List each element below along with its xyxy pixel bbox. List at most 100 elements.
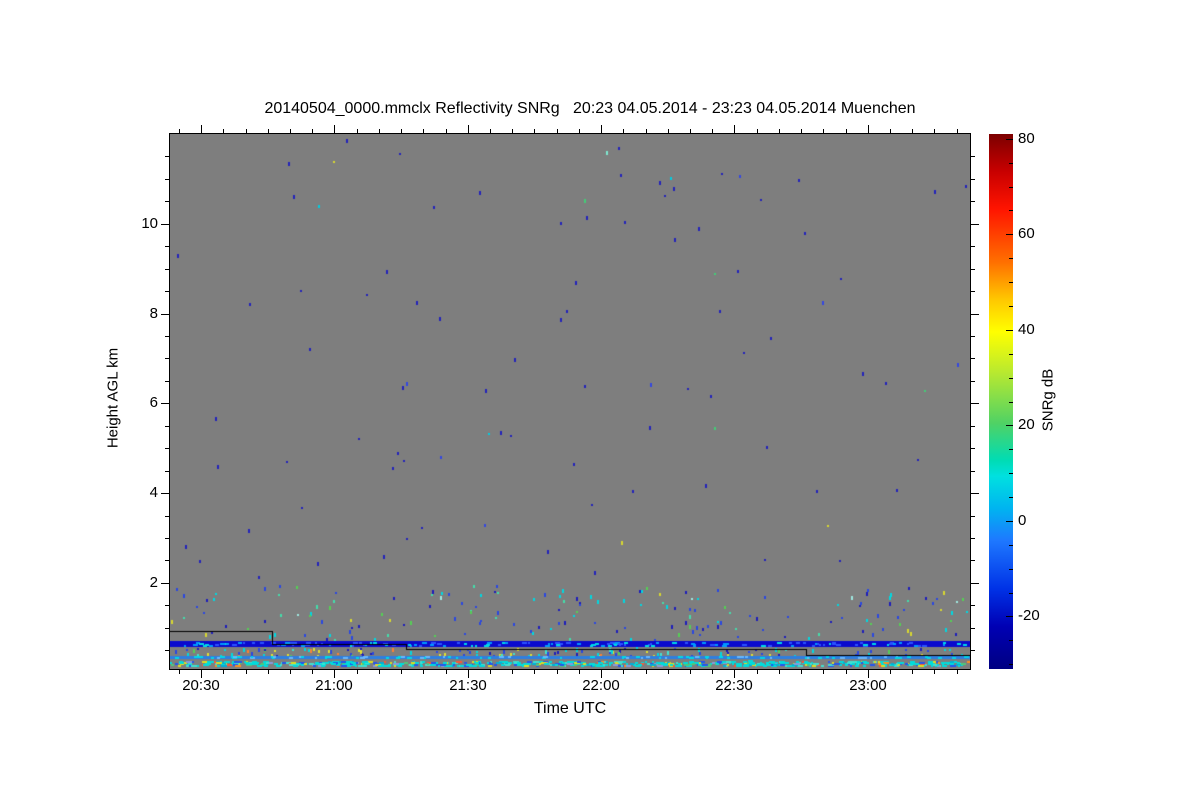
colorbar-major-tick <box>1006 425 1013 426</box>
y-minor-tick-right <box>971 201 975 202</box>
x-minor-tick <box>801 670 802 674</box>
plot-frame <box>169 133 971 670</box>
x-minor-tick-top <box>801 129 802 133</box>
y-minor-tick-right <box>971 156 975 157</box>
x-major-tick-top <box>334 125 335 133</box>
x-tick-label: 22:30 <box>715 677 753 694</box>
x-minor-tick-top <box>534 129 535 133</box>
y-minor-tick <box>165 448 169 449</box>
x-tick-label: 21:00 <box>315 677 353 694</box>
y-tick-label: 10 <box>141 215 158 232</box>
colorbar-minor-tick <box>1009 640 1013 641</box>
x-tick-label: 22:00 <box>582 677 620 694</box>
y-minor-tick <box>165 246 169 247</box>
y-minor-tick <box>165 560 169 561</box>
y-minor-tick <box>165 471 169 472</box>
x-minor-tick <box>579 670 580 674</box>
x-minor-tick <box>846 670 847 674</box>
x-minor-tick <box>379 670 380 674</box>
colorbar-minor-tick <box>1009 545 1013 546</box>
colorbar-minor-tick <box>1009 354 1013 355</box>
colorbar-minor-tick <box>1009 473 1013 474</box>
x-major-tick <box>868 670 869 678</box>
y-minor-tick-right <box>971 381 975 382</box>
x-minor-tick <box>512 670 513 674</box>
y-minor-tick <box>165 381 169 382</box>
x-minor-tick <box>246 670 247 674</box>
x-minor-tick-top <box>268 129 269 133</box>
y-major-tick-right <box>971 493 979 494</box>
x-major-tick-top <box>868 125 869 133</box>
x-minor-tick-top <box>957 129 958 133</box>
colorbar-minor-tick <box>1009 306 1013 307</box>
x-minor-tick <box>757 670 758 674</box>
y-minor-tick-right <box>971 246 975 247</box>
colorbar-minor-tick <box>1009 282 1013 283</box>
y-minor-tick-right <box>971 560 975 561</box>
x-minor-tick-top <box>934 129 935 133</box>
colorbar-major-tick <box>1006 234 1013 235</box>
x-major-tick-top <box>734 125 735 133</box>
x-minor-tick <box>779 670 780 674</box>
x-minor-tick <box>690 670 691 674</box>
x-minor-tick-top <box>668 129 669 133</box>
y-major-tick-right <box>971 314 979 315</box>
y-minor-tick-right <box>971 516 975 517</box>
x-minor-tick-top <box>579 129 580 133</box>
x-minor-tick-top <box>557 129 558 133</box>
y-minor-tick <box>165 201 169 202</box>
y-minor-tick-right <box>971 471 975 472</box>
y-minor-tick-right <box>971 628 975 629</box>
y-major-tick <box>161 224 169 225</box>
x-tick-label: 20:30 <box>182 677 220 694</box>
x-minor-tick <box>912 670 913 674</box>
y-minor-tick <box>165 628 169 629</box>
y-minor-tick <box>165 650 169 651</box>
x-minor-tick-top <box>357 129 358 133</box>
plot-area-canvas <box>170 134 970 669</box>
y-minor-tick <box>165 336 169 337</box>
y-minor-tick-right <box>971 291 975 292</box>
x-major-tick-top <box>201 125 202 133</box>
plot-title: 20140504_0000.mmclx Reflectivity SNRg 20… <box>264 100 916 117</box>
y-minor-tick <box>165 426 169 427</box>
colorbar-label: SNRg dB <box>1039 368 1057 432</box>
x-minor-tick <box>823 670 824 674</box>
x-minor-tick <box>957 670 958 674</box>
x-minor-tick <box>423 670 424 674</box>
colorbar-tick-label: 40 <box>1018 321 1035 338</box>
x-minor-tick-top <box>179 129 180 133</box>
x-minor-tick <box>934 670 935 674</box>
colorbar-tick-label: -20 <box>1018 607 1040 624</box>
x-minor-tick <box>668 670 669 674</box>
x-major-tick-top <box>601 125 602 133</box>
colorbar-minor-tick <box>1009 402 1013 403</box>
x-minor-tick-top <box>846 129 847 133</box>
colorbar-major-tick <box>1006 139 1013 140</box>
x-minor-tick <box>312 670 313 674</box>
x-minor-tick-top <box>246 129 247 133</box>
x-minor-tick <box>401 670 402 674</box>
y-minor-tick <box>165 291 169 292</box>
x-major-tick <box>334 670 335 678</box>
y-major-tick <box>161 314 169 315</box>
x-minor-tick-top <box>690 129 691 133</box>
y-minor-tick-right <box>971 426 975 427</box>
x-minor-tick <box>623 670 624 674</box>
y-minor-tick <box>165 269 169 270</box>
x-minor-tick-top <box>290 129 291 133</box>
x-minor-tick <box>357 670 358 674</box>
colorbar-minor-tick <box>1009 378 1013 379</box>
y-minor-tick <box>165 605 169 606</box>
x-minor-tick-top <box>446 129 447 133</box>
x-minor-tick-top <box>379 129 380 133</box>
y-minor-tick <box>165 538 169 539</box>
colorbar-minor-tick <box>1009 210 1013 211</box>
x-minor-tick <box>646 670 647 674</box>
y-tick-label: 8 <box>149 305 158 322</box>
y-minor-tick <box>165 156 169 157</box>
x-minor-tick <box>446 670 447 674</box>
y-minor-tick-right <box>971 179 975 180</box>
x-minor-tick-top <box>823 129 824 133</box>
x-minor-tick <box>223 670 224 674</box>
